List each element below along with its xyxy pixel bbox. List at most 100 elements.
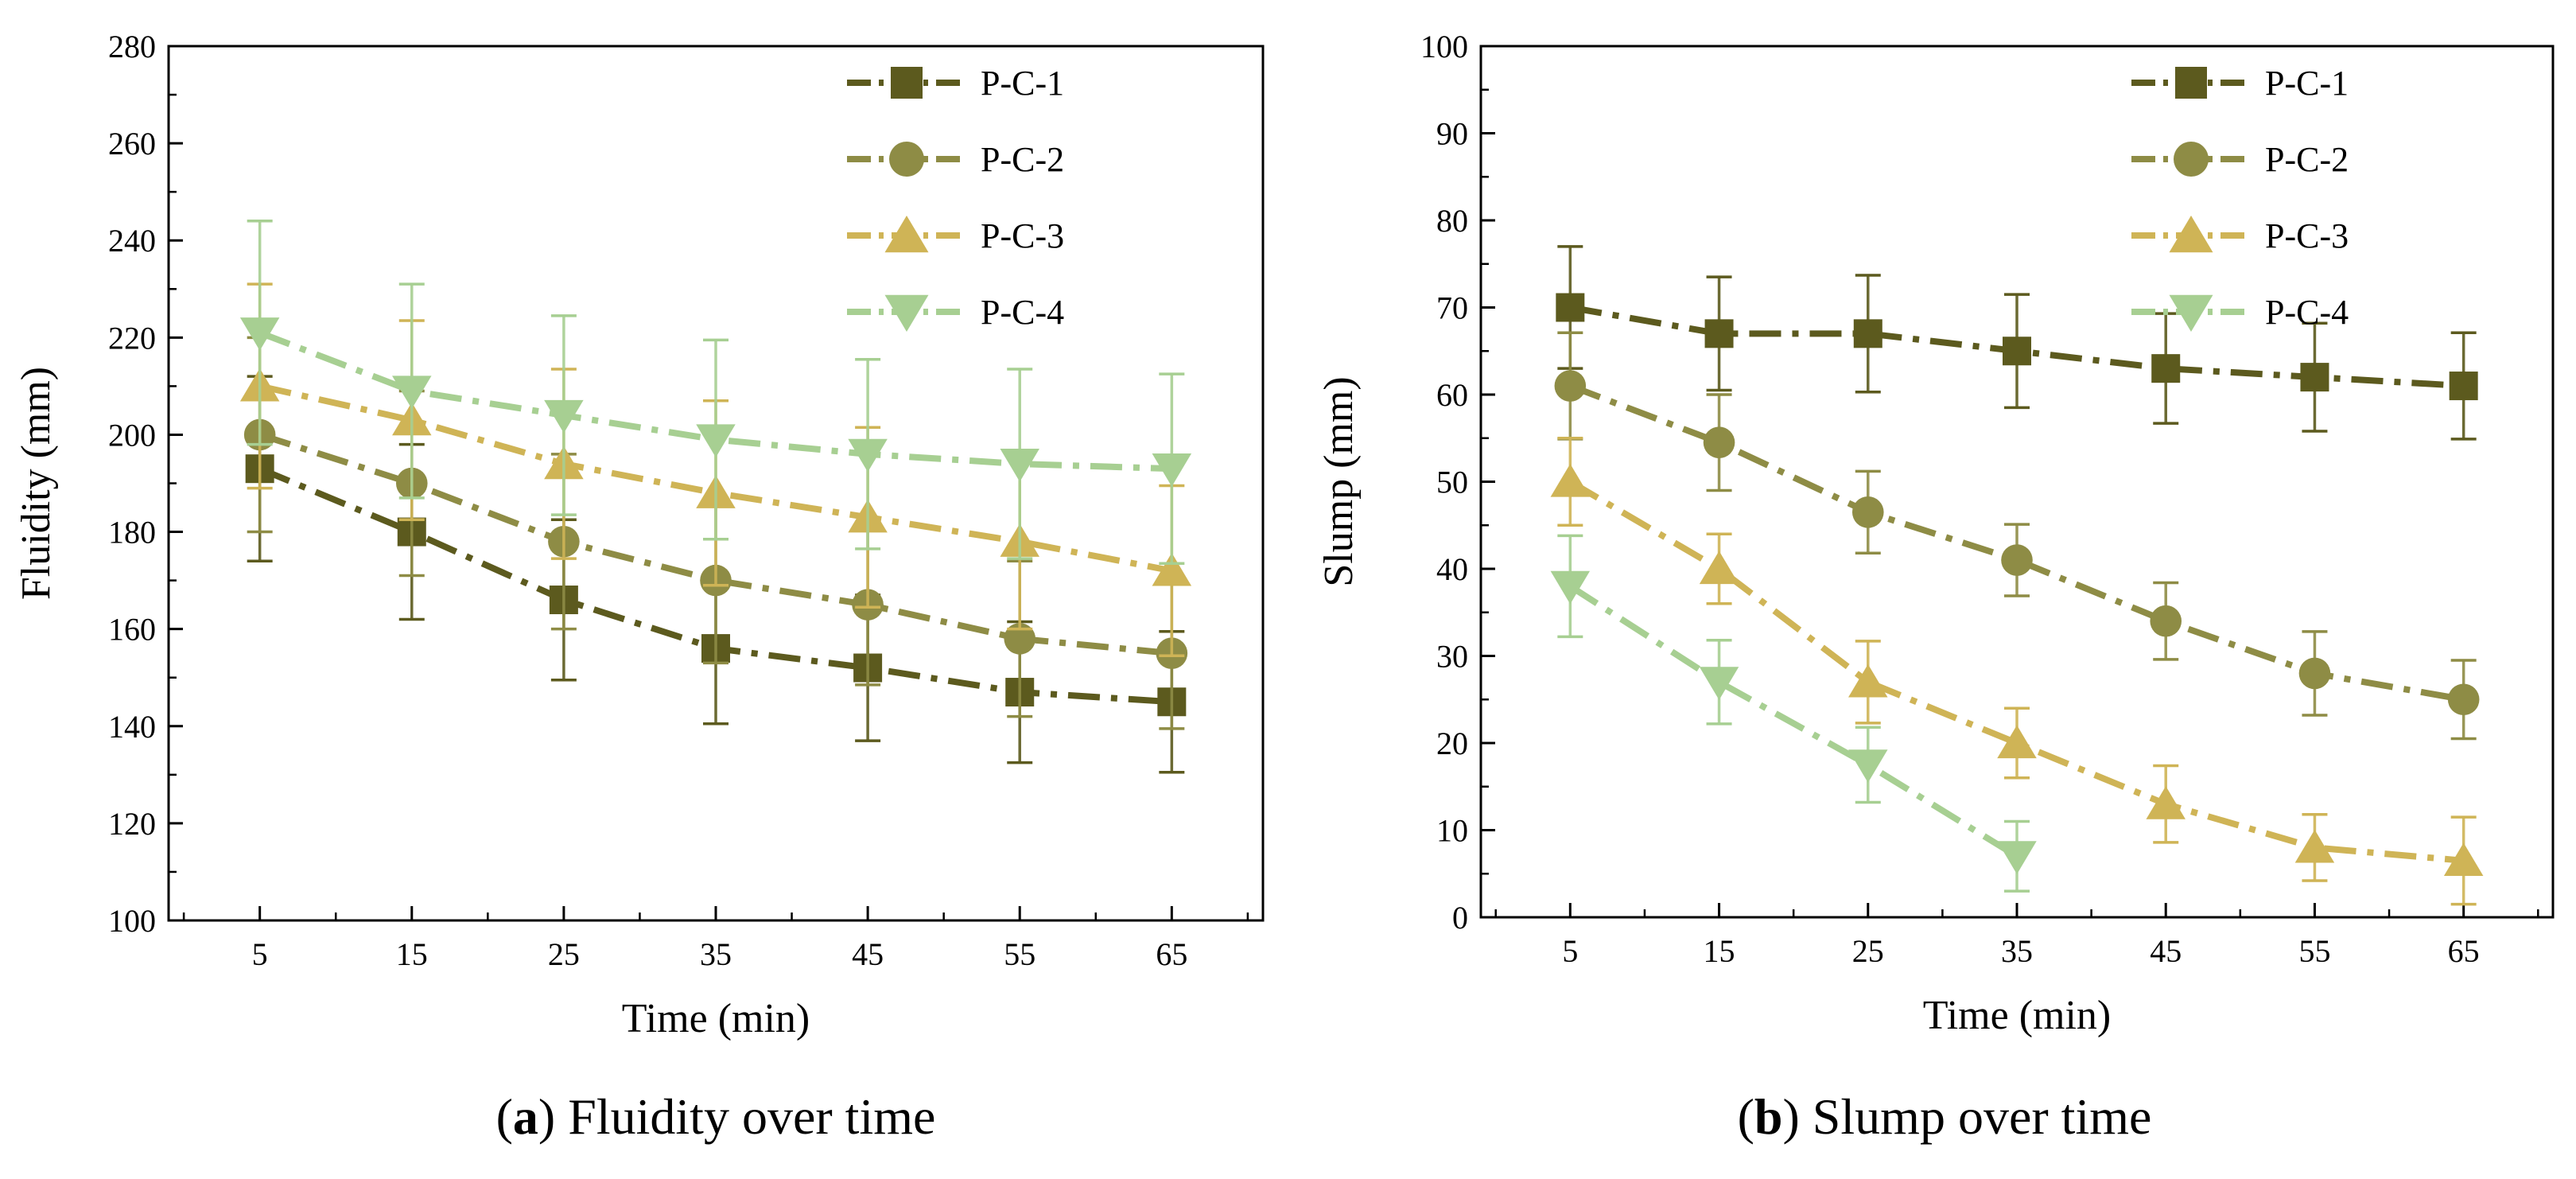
y-tick-label: 80 [1436, 203, 1468, 239]
x-axis-label: Time (min) [622, 996, 810, 1041]
slump-chart: 0 10 20 30 40 50 60 70 80 90 100 5 15 25 35 45 55 65 Time … [1316, 29, 2555, 1038]
series-p-c-4 [239, 220, 1192, 565]
data-point [1848, 749, 1888, 783]
legend-label: P-C-1 [981, 64, 1064, 103]
x-tick-label: 15 [1704, 933, 1735, 969]
data-point [848, 438, 888, 473]
y-tick-label: 60 [1436, 377, 1468, 413]
y-axis-label: Slump (mm) [1316, 376, 1362, 586]
legend-label: P-C-4 [2265, 293, 2349, 332]
series-p-c-1 [1556, 245, 2478, 441]
data-point [1152, 552, 1192, 586]
x-axis-label: Time (min) [1923, 993, 2111, 1038]
caption-a: (a) Fluidity over time [496, 1088, 936, 1145]
legend-marker [2169, 216, 2213, 253]
y-tick-label: 180 [108, 515, 156, 551]
legend-marker [889, 142, 924, 177]
y-tick-label: 50 [1436, 465, 1468, 500]
data-point [239, 317, 280, 351]
y-tick-label: 260 [108, 126, 156, 161]
data-point [1000, 448, 1039, 482]
x-tick-label: 55 [2298, 933, 2330, 969]
series-p-c-4 [1550, 534, 2037, 893]
legend-marker [891, 67, 923, 99]
x-tick-label: 5 [252, 936, 268, 972]
data-point [1699, 667, 1739, 700]
y-tick-label: 120 [108, 806, 156, 842]
data-point [2449, 372, 2478, 401]
x-tick-label: 25 [1852, 933, 1884, 969]
y-tick-label: 200 [108, 417, 156, 453]
y-tick-label: 20 [1436, 726, 1468, 761]
x-tick-label: 35 [2001, 933, 2033, 969]
x-tick-label: 55 [1004, 936, 1035, 972]
y-tick-label: 100 [108, 903, 156, 939]
legend-label: P-C-3 [2265, 216, 2349, 255]
y-tick-label: 140 [108, 709, 156, 745]
data-point [1848, 663, 1888, 698]
y-tick-label: 10 [1436, 813, 1468, 849]
y-tick-label: 280 [108, 29, 156, 64]
data-point [2294, 829, 2335, 863]
legend-marker [2175, 67, 2207, 99]
legend-marker [884, 216, 929, 253]
data-point [1699, 551, 1739, 585]
data-point [2146, 786, 2186, 819]
data-point [1556, 293, 1585, 322]
y-tick-label: 70 [1436, 290, 1468, 326]
x-tick-label: 25 [548, 936, 580, 972]
legend-marker [884, 294, 929, 332]
y-tick-label: 100 [1420, 29, 1468, 64]
legend-label: P-C-3 [981, 216, 1064, 255]
x-tick-label: 15 [396, 936, 428, 972]
data-point [2151, 354, 2181, 383]
data-point [1550, 464, 1591, 497]
legend-label: P-C-2 [2265, 140, 2349, 179]
x-tick-label: 65 [1156, 936, 1187, 972]
data-point [1004, 623, 1036, 655]
x-tick-label: 45 [852, 936, 884, 972]
y-tick-label: 90 [1436, 116, 1468, 152]
y-tick-label: 160 [108, 612, 156, 648]
x-tick-label: 65 [2448, 933, 2480, 969]
series-line [1568, 583, 2019, 859]
data-point [1704, 319, 1734, 348]
series-p-c-3 [1550, 437, 2484, 906]
data-point [1550, 570, 1591, 605]
data-point [2001, 544, 2033, 576]
series-p-c-2 [1554, 331, 2480, 741]
data-point [544, 399, 584, 434]
x-tick-label: 45 [2150, 933, 2182, 969]
y-tick-label: 240 [108, 223, 156, 259]
legend-label: P-C-4 [981, 293, 1064, 332]
data-point [2150, 605, 2182, 637]
y-tick-label: 30 [1436, 639, 1468, 675]
data-point [2298, 657, 2331, 690]
data-point [696, 424, 736, 458]
fluidity-chart: 100 120 140 160 180 200 220 240 260 280 5 15 25 35 45 5… [14, 29, 1265, 1041]
legend-marker [2174, 142, 2209, 177]
data-point [1997, 725, 2037, 759]
x-tick-label: 35 [700, 936, 732, 972]
caption-b: (b) Slump over time [1738, 1088, 2152, 1145]
data-point [2443, 842, 2484, 876]
data-point [2300, 363, 2329, 392]
data-point [1851, 496, 1884, 528]
y-tick-label: 40 [1436, 551, 1468, 587]
legend-label: P-C-1 [2265, 64, 2349, 103]
x-tick-label: 5 [1562, 933, 1578, 969]
y-tick-label: 0 [1452, 900, 1468, 936]
plot-frame [1479, 45, 2555, 919]
data-point [1554, 370, 1587, 402]
y-tick-label: 220 [108, 320, 156, 356]
data-point [1853, 319, 1882, 348]
y-axis-label: Fluidity (mm) [14, 367, 59, 600]
data-point [2447, 683, 2480, 716]
data-point [392, 375, 432, 409]
data-point [1703, 426, 1735, 459]
data-point [1152, 453, 1192, 487]
data-point [2003, 337, 2031, 366]
legend-marker [2169, 294, 2213, 332]
legend-label: P-C-2 [981, 140, 1064, 179]
